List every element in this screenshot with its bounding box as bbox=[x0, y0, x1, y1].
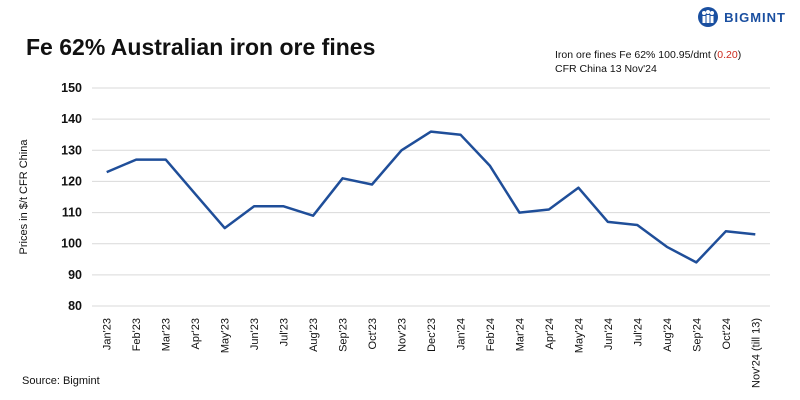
y-axis-ticks: 80 90 100 110 120 130 140 150 bbox=[61, 81, 82, 313]
x-tick-label: Jul'24 bbox=[632, 318, 644, 346]
chart-title: Fe 62% Australian iron ore fines bbox=[26, 34, 376, 60]
x-tick-label: Mar'23 bbox=[161, 318, 173, 351]
x-tick-label: Sep'24 bbox=[691, 318, 703, 352]
y-tick-label: 80 bbox=[68, 299, 82, 313]
brand-name: BIGMINT bbox=[724, 9, 786, 25]
y-tick-label: 90 bbox=[68, 268, 82, 282]
x-tick-label: Oct'24 bbox=[721, 318, 733, 349]
price-note: Iron ore fines Fe 62% 100.95/dmt (0.20) … bbox=[555, 48, 741, 76]
x-tick-label: Jan'24 bbox=[455, 318, 467, 350]
series-line bbox=[106, 130, 756, 264]
x-tick-label: Jan'23 bbox=[102, 318, 114, 350]
x-tick-label: Jun'24 bbox=[603, 318, 615, 350]
price-note-suffix: ) bbox=[737, 49, 742, 61]
price-change: 0.20 bbox=[717, 49, 738, 61]
x-axis-ticks: Jan'23 Feb'23 Mar'23 Apr'23 May'23 Jun'23 Jul'… bbox=[102, 318, 763, 388]
x-tick-label: Nov'23 bbox=[397, 318, 409, 352]
x-tick-label: Sep'23 bbox=[338, 318, 350, 352]
x-tick-label: May'23 bbox=[220, 318, 232, 353]
x-tick-label: Mar'24 bbox=[514, 318, 526, 351]
x-tick-label: Oct'23 bbox=[367, 318, 379, 349]
chart-gridlines bbox=[92, 87, 770, 307]
y-tick-label: 120 bbox=[61, 174, 82, 188]
price-note-prefix: Iron ore fines Fe 62% 100.95/dmt ( bbox=[555, 49, 718, 61]
x-tick-label: May'24 bbox=[573, 318, 585, 353]
y-tick-label: 130 bbox=[61, 143, 82, 157]
x-tick-label: Apr'24 bbox=[544, 318, 556, 349]
y-tick-label: 100 bbox=[61, 237, 82, 251]
x-tick-label: Nov'24 (till 13) bbox=[750, 318, 762, 388]
y-tick-label: 110 bbox=[62, 206, 82, 220]
x-tick-label: Feb'23 bbox=[131, 318, 143, 351]
x-tick-label: Feb'24 bbox=[485, 318, 497, 351]
x-tick-label: Dec'23 bbox=[426, 318, 438, 352]
x-tick-label: Jun'23 bbox=[249, 318, 261, 350]
x-tick-label: Apr'23 bbox=[190, 318, 202, 349]
y-tick-label: 150 bbox=[61, 81, 82, 95]
brand-logo: BIGMINT bbox=[697, 6, 786, 28]
bigmint-logo-icon bbox=[698, 7, 719, 27]
x-tick-label: Jul'23 bbox=[279, 318, 291, 346]
y-tick-label: 140 bbox=[61, 112, 82, 126]
x-tick-label: Aug'23 bbox=[308, 318, 320, 352]
price-note-line2: CFR China 13 Nov'24 bbox=[555, 63, 657, 75]
price-note-line1: Iron ore fines Fe 62% 100.95/dmt (0.20) bbox=[555, 48, 741, 62]
x-tick-label: Aug'24 bbox=[662, 318, 674, 352]
source-text: Source: Bigmint bbox=[22, 375, 100, 387]
y-axis-label: Prices in $/t CFR China bbox=[18, 139, 30, 255]
